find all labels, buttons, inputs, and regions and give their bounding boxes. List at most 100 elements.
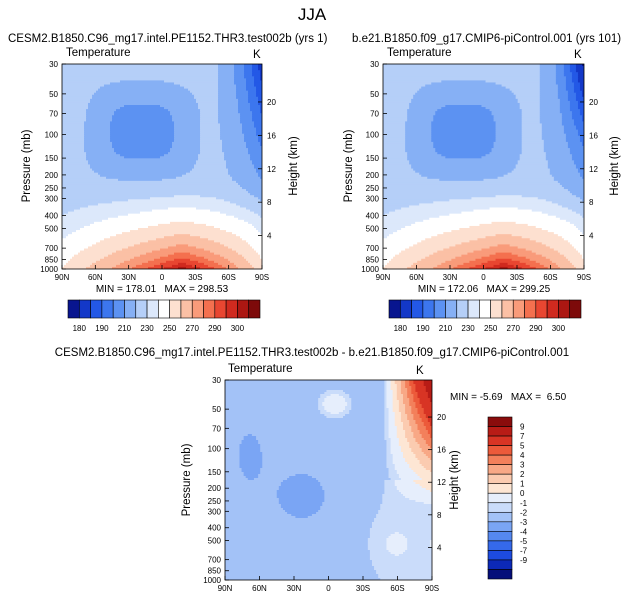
panel-3-cell: [384, 406, 388, 409]
panel-2-cell: [427, 176, 499, 180]
panel-2-cell: [383, 133, 406, 137]
colorbar-box: [487, 531, 513, 542]
panel-1-cell: [174, 139, 201, 143]
panel-3-cell: [398, 440, 408, 443]
panel-1-cell: [218, 92, 237, 96]
panel-2-cell: [433, 266, 454, 269]
panel-3-cell: [386, 464, 396, 467]
panel-3-cell: [417, 424, 425, 427]
panel-3-cell: [417, 410, 425, 413]
panel-3-cell: [386, 462, 394, 465]
panel-1-cell: [224, 152, 249, 155]
panel-2-cell: [383, 119, 408, 122]
panel-3-cell: [316, 512, 379, 515]
panel-1-cell: [240, 236, 262, 239]
panel-3-cell: [384, 424, 390, 427]
panel-1-cell: [236, 88, 247, 92]
panel-3-cell: [351, 402, 385, 405]
panel-2-cell: [507, 172, 551, 176]
panel-3-cell: [225, 496, 278, 499]
colorbar-label: -3: [520, 518, 528, 527]
panel-3-cell: [396, 384, 402, 387]
colorbar-box: [501, 299, 514, 319]
panel-3-cell: [394, 532, 400, 535]
panel-2-cell: [579, 82, 584, 86]
panel-1-cell: [72, 232, 123, 235]
panel-1-cell: [218, 113, 241, 116]
panel-2-cell: [383, 92, 416, 96]
panel-1-cell: [220, 228, 257, 231]
panel-2-units: K: [574, 49, 582, 61]
panel-1-cell: [62, 117, 87, 120]
panel-3-cell: [407, 540, 431, 543]
panel-2-cell: [539, 76, 557, 79]
panel-2-cell: [577, 168, 584, 172]
panel-2-cell: [519, 107, 541, 110]
panel-1-cell: [196, 246, 229, 250]
panel-1-cell: [244, 256, 261, 260]
panel-2-cell: [455, 256, 483, 260]
panel-1-cell: [62, 205, 89, 209]
panel-2: b.e21.B1850.f09_g17.CMIP6-piControl.001 …: [343, 33, 621, 333]
x-tick-label: 30N: [287, 584, 302, 593]
panel-1-cell: [200, 137, 221, 141]
panel-1-cell: [260, 78, 262, 81]
panel-1-cell: [224, 154, 251, 157]
panel-3-cell: [409, 404, 417, 407]
panel-1-cell: [62, 240, 101, 243]
panel-2-cell: [517, 160, 549, 163]
panel-3-cell: [239, 456, 263, 459]
panel-3-cell: [390, 444, 400, 447]
panel-3-cell: [388, 550, 406, 553]
panel-3-cell: [390, 534, 404, 537]
panel-3-cell: [386, 456, 394, 459]
panel-1-cell: [174, 258, 191, 262]
colorbar-box: [433, 299, 446, 319]
panel-3-cell: [225, 398, 319, 401]
panel-1-cell: [62, 127, 85, 131]
panel-1-cell: [252, 115, 262, 118]
panel-1-cell: [244, 74, 253, 77]
panel-2-cell: [383, 264, 386, 268]
panel-1-cell: [194, 164, 227, 168]
panel-2-cell: [413, 244, 456, 248]
panel-1-cell: [196, 98, 219, 102]
panel-3-cell: [225, 384, 385, 387]
panel-2-cell: [461, 242, 543, 245]
panel-2-cell: [555, 82, 567, 86]
x-tick-label: 60S: [390, 584, 404, 593]
panel-3-cell: [351, 406, 385, 409]
panel-2-cell: [453, 266, 471, 269]
panel-1-cell: [200, 135, 221, 139]
panel-3-cell: [374, 518, 432, 521]
panel-3-cell: [326, 416, 344, 419]
panel-2-cell: [407, 113, 436, 116]
panel-1-cell: [84, 146, 113, 149]
panel-3-cell: [407, 542, 431, 545]
panel-2-cell: [383, 230, 398, 233]
y-tick-label: 850: [366, 255, 380, 264]
panel-2-cell: [521, 115, 541, 118]
panel-1-cell: [208, 258, 229, 262]
panel-3-cell: [411, 448, 423, 451]
panel-1-cell: [116, 109, 169, 112]
colorbar-box: [487, 502, 513, 513]
panel-3-cell: [384, 480, 396, 483]
panel-3-cell: [225, 562, 373, 565]
colorbar-box: [479, 299, 491, 319]
panel-3-cell: [384, 426, 390, 429]
colorbar-box: [524, 299, 537, 319]
panel-1-cell: [244, 70, 253, 73]
colorbar-label: 290: [529, 324, 543, 333]
panel-1-cell: [86, 109, 117, 112]
panel-2-cell: [567, 98, 577, 102]
colorbar-label: -4: [520, 527, 528, 536]
panel-2-cell: [555, 70, 565, 73]
panel-1-cell: [90, 264, 117, 268]
panel-2-cell: [517, 254, 543, 258]
panel-2-cell: [581, 199, 584, 202]
panel-3-cell: [417, 396, 429, 399]
panel-3-cell: [386, 466, 396, 469]
panel-3-cell: [225, 574, 379, 577]
panel-2-cell: [567, 240, 584, 243]
